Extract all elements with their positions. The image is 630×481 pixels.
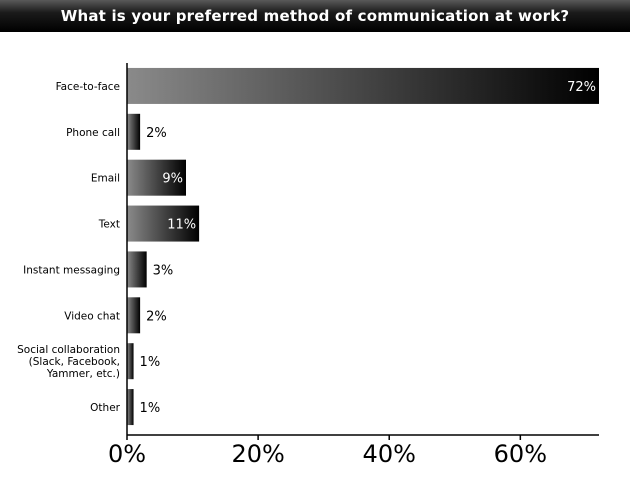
bar-2 <box>127 159 186 196</box>
category-label-5: Video chat <box>64 310 120 322</box>
bar-7 <box>127 389 134 426</box>
bar-4 <box>127 251 147 288</box>
x-tick-label-1: 20% <box>231 440 284 468</box>
value-label-2: 9% <box>162 172 183 187</box>
value-label-0: 72% <box>567 80 596 95</box>
value-label-7: 1% <box>140 401 161 416</box>
bar-6 <box>127 343 134 380</box>
bar-3 <box>127 205 200 242</box>
x-axis: 0% 20% 40% 60% <box>108 63 599 468</box>
chart-title: What is your preferred method of communi… <box>60 7 570 25</box>
category-label-0: Face-to-face <box>56 81 120 93</box>
value-label-5: 2% <box>146 309 167 324</box>
x-tick-label-2: 40% <box>363 440 416 468</box>
bar-0 <box>127 67 599 104</box>
value-label-6: 1% <box>140 355 161 370</box>
value-label-1: 2% <box>146 126 167 141</box>
chart-title-bar: What is your preferred method of communi… <box>0 0 630 32</box>
bars-layer: 72% 2% 9% 11% 3% 2% 1% 1% <box>127 67 599 426</box>
category-label-3: Text <box>98 219 120 231</box>
bar-5 <box>127 297 141 334</box>
value-label-4: 3% <box>153 263 174 278</box>
bar-1 <box>127 113 141 150</box>
x-tick-label-3: 60% <box>494 440 547 468</box>
category-label-6: Social collaboration (Slack, Facebook, Yam… <box>17 344 120 380</box>
category-labels-layer: Face-to-face Phone call Email Text Instant m… <box>17 81 121 414</box>
category-label-7: Other <box>90 402 120 414</box>
x-tick-label-0: 0% <box>108 440 146 468</box>
category-label-1: Phone call <box>66 127 120 139</box>
category-label-2: Email <box>91 173 120 185</box>
value-label-3: 11% <box>167 218 196 233</box>
category-label-4: Instant messaging <box>23 264 120 276</box>
